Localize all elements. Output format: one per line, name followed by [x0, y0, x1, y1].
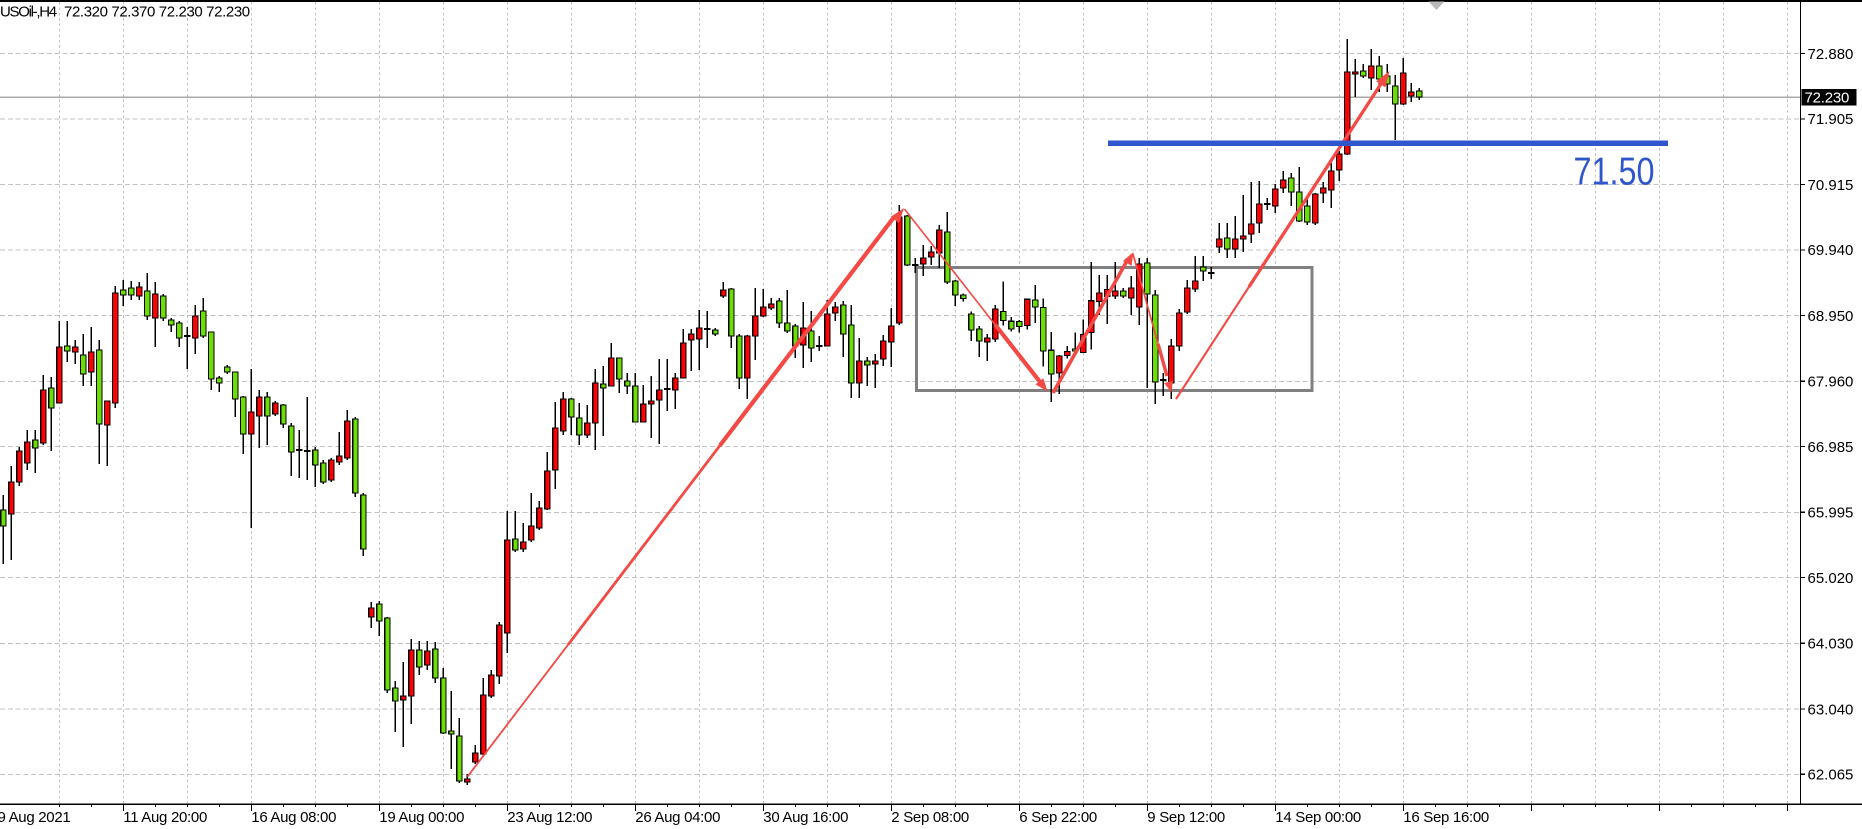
svg-text:9 Aug 2021: 9 Aug 2021 — [0, 809, 70, 826]
svg-text:30 Aug 16:00: 30 Aug 16:00 — [763, 809, 848, 826]
svg-text:USOil-,H4: USOil-,H4 — [0, 4, 57, 21]
svg-text:70.915: 70.915 — [1808, 177, 1854, 194]
svg-text:64.030: 64.030 — [1808, 636, 1854, 653]
svg-text:72.880: 72.880 — [1808, 46, 1854, 63]
svg-text:69.940: 69.940 — [1808, 242, 1854, 259]
svg-text:65.995: 65.995 — [1808, 505, 1854, 522]
svg-text:9 Sep 12:00: 9 Sep 12:00 — [1147, 809, 1225, 826]
svg-text:63.040: 63.040 — [1808, 701, 1854, 718]
svg-text:2 Sep 08:00: 2 Sep 08:00 — [891, 809, 969, 826]
svg-text:66.985: 66.985 — [1808, 439, 1854, 456]
svg-text:6 Sep 22:00: 6 Sep 22:00 — [1019, 809, 1097, 826]
svg-text:16 Sep 16:00: 16 Sep 16:00 — [1403, 809, 1489, 826]
svg-text:16 Aug 08:00: 16 Aug 08:00 — [251, 809, 336, 826]
svg-text:65.020: 65.020 — [1808, 570, 1854, 587]
svg-text:72.230: 72.230 — [1805, 89, 1850, 106]
svg-text:26 Aug 04:00: 26 Aug 04:00 — [635, 809, 720, 826]
svg-text:72.320 72.370 72.230 72.230: 72.320 72.370 72.230 72.230 — [64, 4, 250, 21]
svg-text:23 Aug 12:00: 23 Aug 12:00 — [507, 809, 592, 826]
svg-text:62.065: 62.065 — [1808, 767, 1854, 784]
svg-text:68.950: 68.950 — [1808, 308, 1854, 325]
svg-text:19 Aug 00:00: 19 Aug 00:00 — [379, 809, 464, 826]
svg-text:11 Aug 20:00: 11 Aug 20:00 — [123, 809, 207, 826]
svg-text:71.905: 71.905 — [1808, 111, 1854, 128]
svg-text:71.50: 71.50 — [1574, 150, 1655, 194]
svg-text:67.960: 67.960 — [1808, 374, 1854, 391]
svg-text:14 Sep 00:00: 14 Sep 00:00 — [1275, 809, 1361, 826]
